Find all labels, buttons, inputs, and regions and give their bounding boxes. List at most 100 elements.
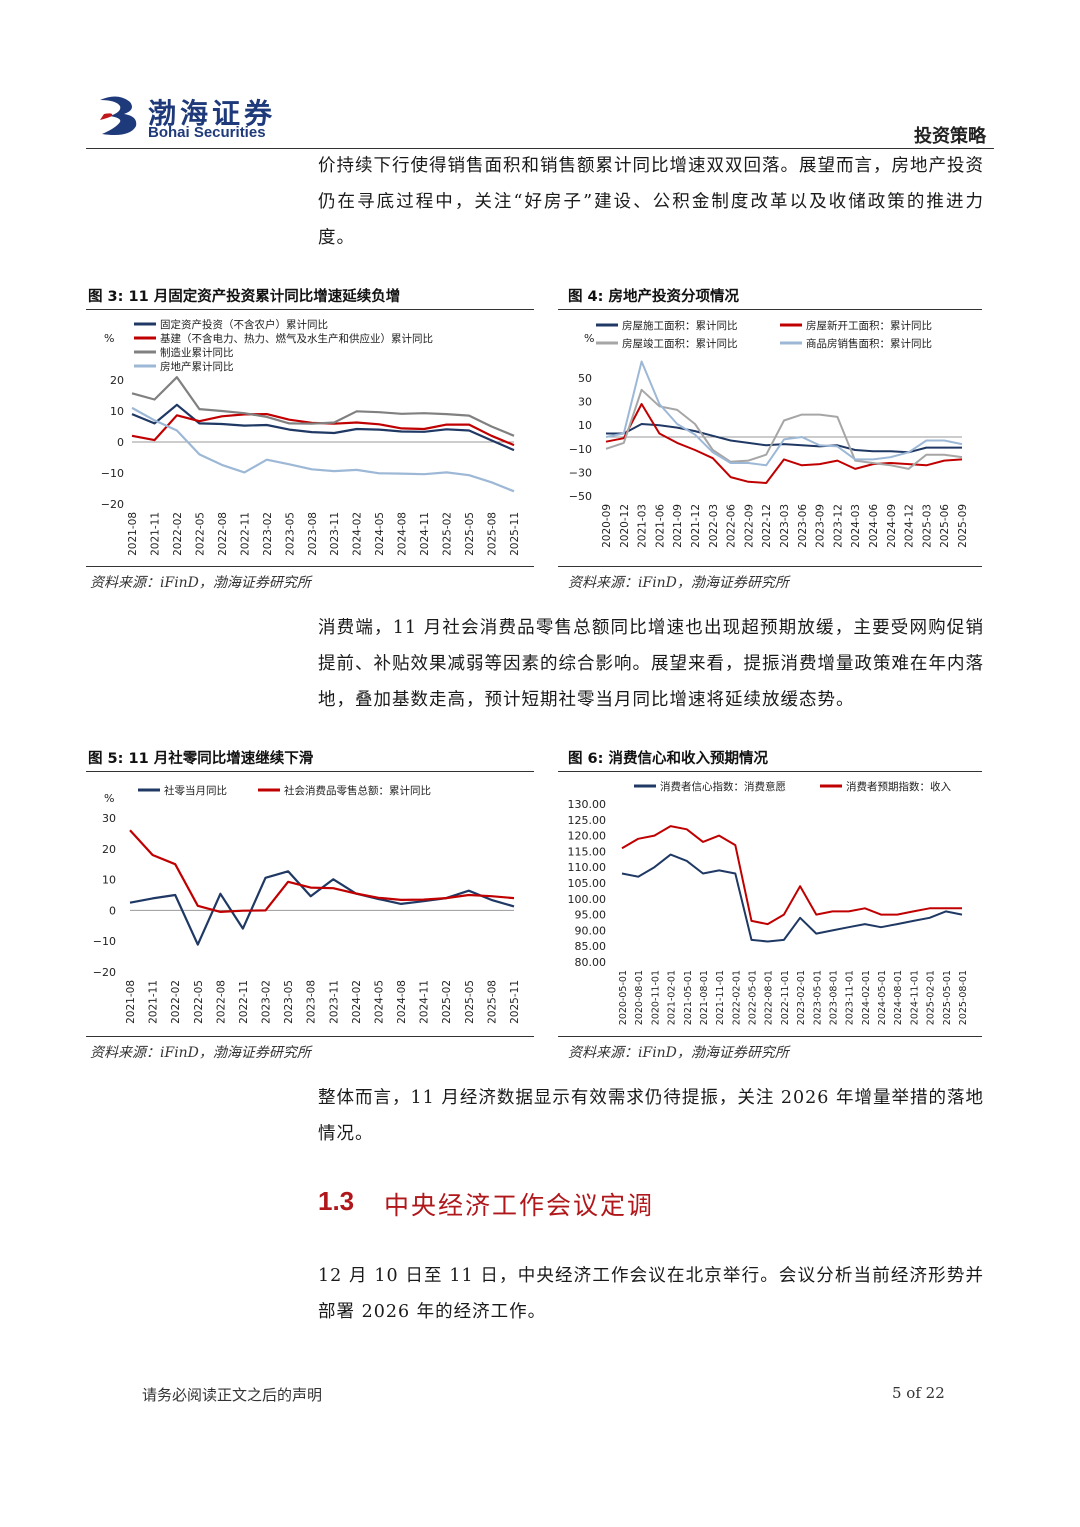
fig6-y-tick-label: 120.00 [568, 830, 607, 843]
fig5-x-tick-label: 2023-11 [328, 980, 340, 1024]
fig6-legend-label: 消费者预期指数：收入 [846, 780, 951, 793]
figure-3-top-rule [86, 309, 534, 310]
fig3-x-tick-label: 2023-05 [284, 512, 296, 556]
fig4-y-tick-label: −10 [569, 443, 592, 456]
fig3-x-tick-label: 2022-08 [217, 512, 229, 556]
fig3-x-tick-label: 2023-02 [262, 512, 274, 556]
fig5-series-line-0 [129, 870, 515, 946]
fig4-x-tick-label: 2022-06 [726, 504, 738, 548]
fig6-y-tick-label: 90.00 [575, 924, 607, 937]
fig5-x-tick-label: 2025-05 [464, 980, 476, 1024]
fig6-x-tick-label: 2020-11-01 [650, 970, 661, 1025]
figure-5-chart: % 30 20 10 0 −10 −20 2021-08 2021-11 2022-02 2022-… [93, 784, 521, 1024]
figure-6-title: 图 6: 消费信心和收入预期情况 [568, 751, 768, 767]
page-number: 5 of 22 [892, 1384, 945, 1402]
fig6-y-tick-label: 125.00 [568, 814, 607, 827]
fig5-y-tick-label: 10 [102, 874, 116, 887]
fig5-x-tick-label: 2023-05 [283, 980, 295, 1024]
figure-6-top-rule [558, 771, 982, 772]
fig3-y-tick-label: 0 [117, 436, 124, 449]
logo-english: Bohai Securities [148, 124, 266, 141]
fig4-x-tick-label: 2020-09 [601, 504, 613, 548]
section-number: 1.3 [318, 1186, 355, 1216]
figure-4-top-rule [558, 309, 982, 310]
fig4-y-tick-label: 30 [578, 396, 592, 409]
fig3-legend-label: 房地产累计同比 [160, 360, 234, 373]
figure-3-source: 资料来源：iFinD，渤海证券研究所 [90, 575, 311, 591]
fig3-x-tick-label: 2023-11 [329, 512, 341, 556]
fig4-x-tick-label: 2020-12 [619, 504, 631, 548]
fig4-x-tick-label: 2024-12 [904, 504, 916, 548]
figure-4-title: 图 4: 房地产投资分项情况 [568, 289, 739, 305]
fig4-x-tick-label: 2022-03 [708, 504, 720, 548]
fig5-y-tick-label: −10 [93, 935, 116, 948]
fig6-series-line-1 [621, 825, 962, 926]
fig5-x-tick-label: 2025-02 [441, 980, 453, 1024]
fig3-x-tick-label: 2025-11 [509, 512, 521, 556]
fig6-x-tick-label: 2023-08-01 [828, 970, 839, 1025]
fig5-x-tick-label: 2024-11 [419, 980, 431, 1024]
fig6-x-tick-label: 2024-08-01 [893, 970, 904, 1025]
figure-6-source: 资料来源：iFinD，渤海证券研究所 [568, 1045, 789, 1061]
fig5-y-tick-label: 0 [109, 904, 116, 917]
fig5-y-tick-label: 30 [102, 812, 116, 825]
fig6-x-tick-label: 2024-11-01 [909, 970, 920, 1025]
fig6-x-tick-label: 2021-02-01 [667, 970, 678, 1025]
fig4-series-line-1 [605, 403, 963, 484]
fig4-x-tick-label: 2021-09 [672, 504, 684, 548]
fig4-legend-label: 房屋施工面积：累计同比 [622, 319, 738, 332]
fig6-y-tick-label: 95.00 [575, 909, 607, 922]
page-header: 渤海证券 Bohai Securities 投资策略 [0, 0, 1080, 150]
body-paragraph-3: 整体而言，11 月经济数据显示有效需求仍待提振，关注 2026 年增量举措的落地… [318, 1088, 984, 1144]
fig6-series-line-0 [621, 853, 963, 943]
fig5-x-tick-label: 2024-05 [373, 980, 385, 1024]
fig4-x-tick-label: 2025-03 [921, 504, 933, 548]
figure-5-bottom-rule [86, 1036, 534, 1037]
figure-3-title: 图 3: 11 月固定资产投资累计同比增速延续负增 [88, 289, 401, 305]
fig6-x-tick-label: 2023-02-01 [796, 970, 807, 1025]
fig6-x-tick-label: 2021-08-01 [699, 970, 710, 1025]
fig5-x-tick-label: 2024-08 [396, 980, 408, 1024]
fig4-y-tick-label: 10 [578, 419, 592, 432]
fig3-unit-label: % [104, 332, 114, 345]
fig6-x-tick-label: 2025-08-01 [958, 970, 969, 1025]
figure-5-source: 资料来源：iFinD，渤海证券研究所 [90, 1045, 311, 1061]
fig4-x-tick-label: 2024-06 [868, 504, 880, 548]
fig4-x-tick-label: 2023-06 [797, 504, 809, 548]
fig5-x-tick-label: 2022-05 [193, 980, 205, 1024]
fig5-x-tick-label: 2022-02 [170, 980, 182, 1024]
fig6-x-tick-label: 2021-05-01 [683, 970, 694, 1025]
fig6-x-tick-label: 2022-08-01 [764, 970, 775, 1025]
fig4-x-tick-label: 2025-06 [939, 504, 951, 548]
fig4-legend-label: 商品房销售面积：累计同比 [806, 337, 932, 350]
fig3-x-tick-label: 2024-02 [352, 512, 364, 556]
figure-4-chart: % 50 30 10 −10 −30 −50 2020-09 2020-12 2021-03 202… [569, 319, 969, 548]
fig5-series-line-1 [129, 829, 515, 913]
fig4-unit-label: % [584, 332, 594, 345]
fig6-legend-label: 消费者信心指数：消费意愿 [660, 780, 786, 793]
fig3-y-tick-label: −20 [101, 498, 124, 511]
fig4-x-tick-label: 2023-12 [832, 504, 844, 548]
fig6-y-tick-label: 85.00 [575, 940, 607, 953]
fig3-series-line-3 [131, 406, 515, 493]
fig6-x-tick-label: 2025-02-01 [926, 970, 937, 1025]
fig5-x-tick-label: 2021-11 [148, 980, 160, 1024]
fig4-x-tick-label: 2022-09 [743, 504, 755, 548]
body-paragraph-4: 12 月 10 日至 11 日，中央经济工作会议在北京举行。会议分析当前经济形势… [318, 1266, 984, 1322]
fig3-x-tick-label: 2025-05 [464, 512, 476, 556]
fig3-legend-label: 制造业累计同比 [160, 346, 234, 359]
fig4-x-tick-label: 2023-09 [815, 504, 827, 548]
fig5-x-tick-label: 2022-11 [238, 980, 250, 1024]
fig6-x-tick-label: 2025-05-01 [942, 970, 953, 1025]
fig6-x-tick-label: 2022-02-01 [731, 970, 742, 1025]
fig6-x-tick-label: 2024-02-01 [861, 970, 872, 1025]
fig3-x-tick-label: 2021-11 [149, 512, 161, 556]
fig3-legend-label: 基建（不含电力、热力、燃气及水生产和供应业）累计同比 [160, 332, 433, 345]
bohai-logo-icon [100, 96, 137, 135]
fig3-x-tick-label: 2022-11 [239, 512, 251, 556]
fig4-x-tick-label: 2024-03 [850, 504, 862, 548]
fig6-x-tick-label: 2021-11-01 [715, 970, 726, 1025]
figure-3-bottom-rule [86, 566, 534, 567]
figure-6-chart: 130.00 125.00 120.00 115.00 110.00 105.00 100.… [568, 780, 970, 1025]
fig6-x-tick-label: 2023-05-01 [812, 970, 823, 1025]
